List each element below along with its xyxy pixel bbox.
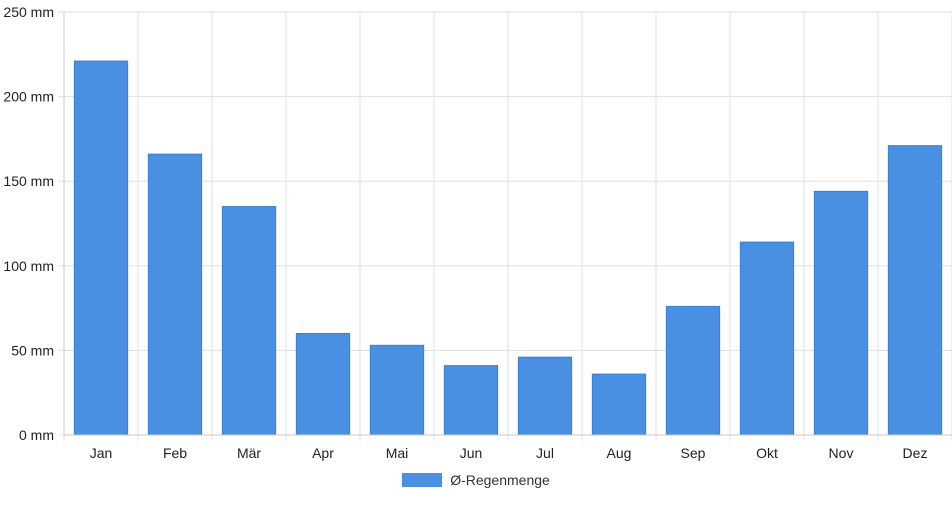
bar-mai[interactable]: [369, 344, 425, 436]
bar-okt[interactable]: [739, 241, 795, 436]
x-tick-label: Dez: [903, 445, 928, 461]
y-tick-label: 50 mm: [11, 342, 54, 358]
legend-label: Ø-Regenmenge: [450, 472, 550, 488]
grid-layer: [58, 11, 952, 441]
x-tick-label: Feb: [163, 445, 187, 461]
y-tick-label: 0 mm: [19, 427, 54, 443]
bar-aug[interactable]: [591, 373, 647, 436]
axis-layer: [63, 12, 952, 436]
bar-nov[interactable]: [813, 190, 869, 436]
bar-feb[interactable]: [147, 153, 203, 436]
label-layer: 0 mm 50 mm 100 mm 150 mm 200 mm 250 mm Jan Feb M…: [3, 4, 927, 461]
x-tick-label: Jun: [460, 445, 483, 461]
legend-swatch: [402, 473, 443, 487]
bar-sep[interactable]: [665, 305, 721, 436]
x-tick-label: Jan: [90, 445, 113, 461]
y-tick-label: 250 mm: [3, 4, 54, 20]
bar-layer: [73, 60, 943, 436]
bar-jun[interactable]: [443, 365, 499, 436]
x-tick-label: Mär: [237, 445, 261, 461]
bar-jul[interactable]: [517, 356, 573, 436]
bar-apr[interactable]: [295, 332, 351, 436]
x-tick-label: Nov: [829, 445, 854, 461]
y-tick-label: 100 mm: [3, 258, 54, 274]
x-tick-label: Aug: [607, 445, 632, 461]
legend[interactable]: Ø-Regenmenge: [0, 472, 952, 488]
bar-dez[interactable]: [887, 145, 943, 436]
x-tick-label: Okt: [756, 445, 778, 461]
x-tick-label: Sep: [681, 445, 706, 461]
y-tick-label: 150 mm: [3, 173, 54, 189]
x-tick-label: Apr: [312, 445, 334, 461]
x-tick-label: Mai: [386, 445, 409, 461]
bar-jan[interactable]: [73, 60, 129, 436]
x-tick-label: Jul: [536, 445, 554, 461]
bar-mär[interactable]: [221, 206, 277, 436]
y-tick-label: 200 mm: [3, 89, 54, 105]
